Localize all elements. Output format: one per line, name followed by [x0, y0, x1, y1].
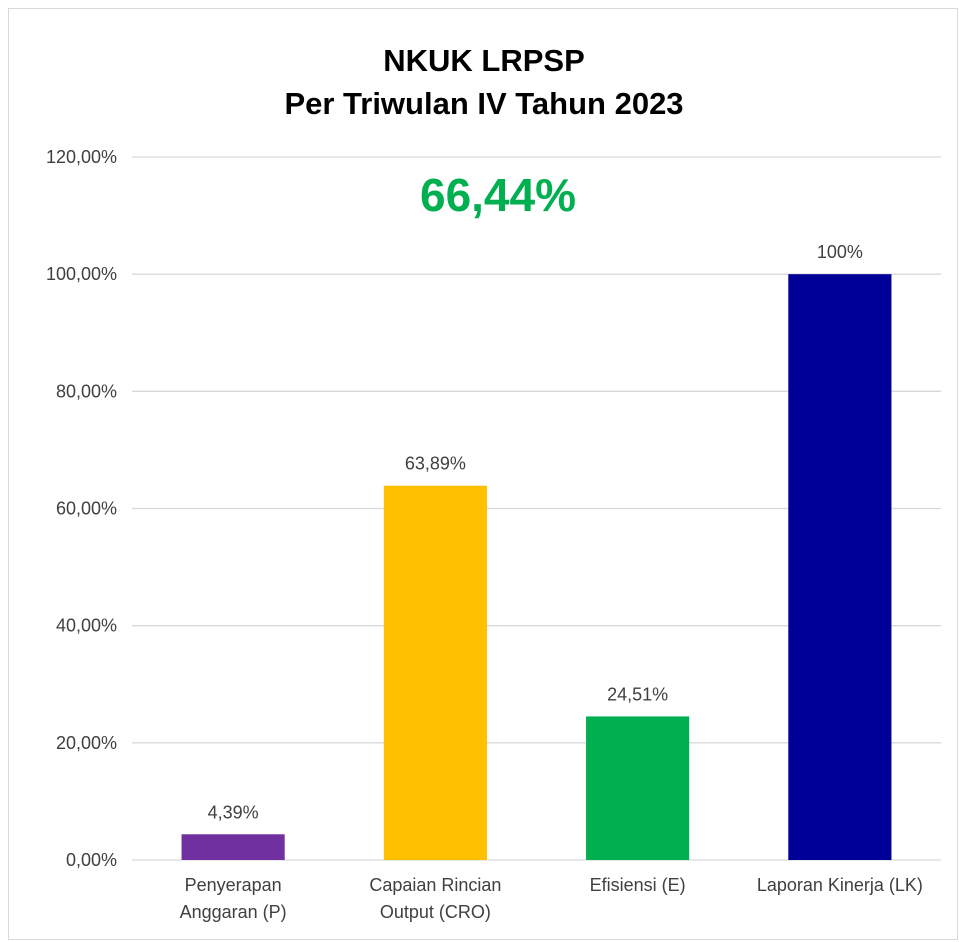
y-tick-label: 20,00% — [56, 733, 117, 753]
data-label: 4,39% — [208, 802, 259, 822]
bar-chart: NKUK LRPSP Per Triwulan IV Tahun 2023 0,… — [46, 43, 941, 922]
data-label: 100% — [817, 242, 863, 262]
data-labels: 4,39% 63,89% 24,51% 100% — [208, 242, 863, 822]
bars — [181, 274, 892, 861]
y-tick-label: 100,00% — [46, 264, 117, 284]
category-label: Laporan Kinerja (LK) — [757, 875, 923, 895]
category-label: Output (CRO) — [380, 902, 491, 922]
chart-area: NKUK LRPSP Per Triwulan IV Tahun 2023 0,… — [8, 8, 958, 940]
category-label: Efisiensi (E) — [590, 875, 686, 895]
chart-title-line-1: NKUK LRPSP — [383, 43, 585, 78]
x-axis-category-labels: Penyerapan Anggaran (P) Capaian Rincian Out… — [180, 875, 923, 922]
y-axis-tick-labels: 0,00% 20,00% 40,00% 60,00% 80,00% 100,00% 120,… — [46, 147, 117, 870]
y-tick-label: 120,00% — [46, 147, 117, 167]
bar — [788, 274, 892, 861]
bar — [383, 485, 487, 860]
data-label: 63,89% — [405, 454, 466, 474]
category-label: Penyerapan — [185, 875, 282, 895]
gridlines — [132, 156, 941, 861]
y-tick-label: 0,00% — [66, 850, 117, 870]
bar — [181, 834, 285, 860]
category-label: Capaian Rincian — [369, 875, 501, 895]
chart-title-line-2: Per Triwulan IV Tahun 2023 — [284, 86, 683, 121]
y-tick-label: 60,00% — [56, 499, 117, 519]
headline-percentage: 66,44% — [420, 169, 576, 221]
bar — [586, 716, 690, 860]
y-tick-label: 40,00% — [56, 616, 117, 636]
y-tick-label: 80,00% — [56, 381, 117, 401]
data-label: 24,51% — [607, 684, 668, 704]
category-label: Anggaran (P) — [180, 902, 287, 922]
